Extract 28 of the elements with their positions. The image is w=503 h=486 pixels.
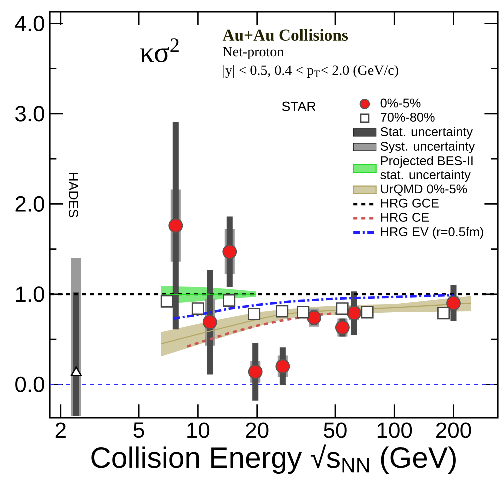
legend-label: Projected BES-II stat. uncertainty <box>380 156 473 182</box>
legend-label: HRG CE <box>381 213 430 222</box>
x-tick-label: 100 <box>378 422 412 438</box>
legend-label: HRG EV (r=0.5fm) <box>381 227 484 240</box>
annotation: κσ$^{2}$ <box>140 38 179 63</box>
legend-label: Stat. uncertainty <box>380 127 474 139</box>
legend-title: STAR <box>282 102 316 112</box>
annotation: HADES <box>69 173 78 218</box>
x-tick-label: 5 <box>134 422 144 438</box>
x-tick-label: 20 <box>246 422 269 438</box>
legend-label: UrQMD 0%-5% <box>381 184 468 196</box>
annotation: |y| < 0.5, 0.4 < p$_{T}$< 2.0 (GeV/c) <box>224 65 398 78</box>
y-tick-label: 2.0 <box>16 196 44 212</box>
legend-label: 70%-80% <box>380 112 435 122</box>
legend-label: 0%-5% <box>380 98 421 108</box>
x-tick-label: 2 <box>56 422 66 438</box>
x-tick-label: 50 <box>324 422 347 438</box>
x-tick-label: 10 <box>188 422 210 438</box>
text: Net-proton <box>223 47 284 60</box>
y-tick-label: 1.0 <box>16 286 44 302</box>
y-tick-label: 0.0 <box>16 376 44 392</box>
x-tick-label: 200 <box>436 422 472 438</box>
legend-label: Syst. uncertainty <box>380 142 476 154</box>
y-tick-label: 4.0 <box>15 16 44 32</box>
y-tick-label: 3.0 <box>16 106 44 122</box>
x-axis-title: Collision Energy √s$_{NN}$ (GeV) <box>92 444 456 474</box>
text: Au+Au Collisions <box>222 29 348 42</box>
legend-label: HRG GCE <box>381 198 439 208</box>
